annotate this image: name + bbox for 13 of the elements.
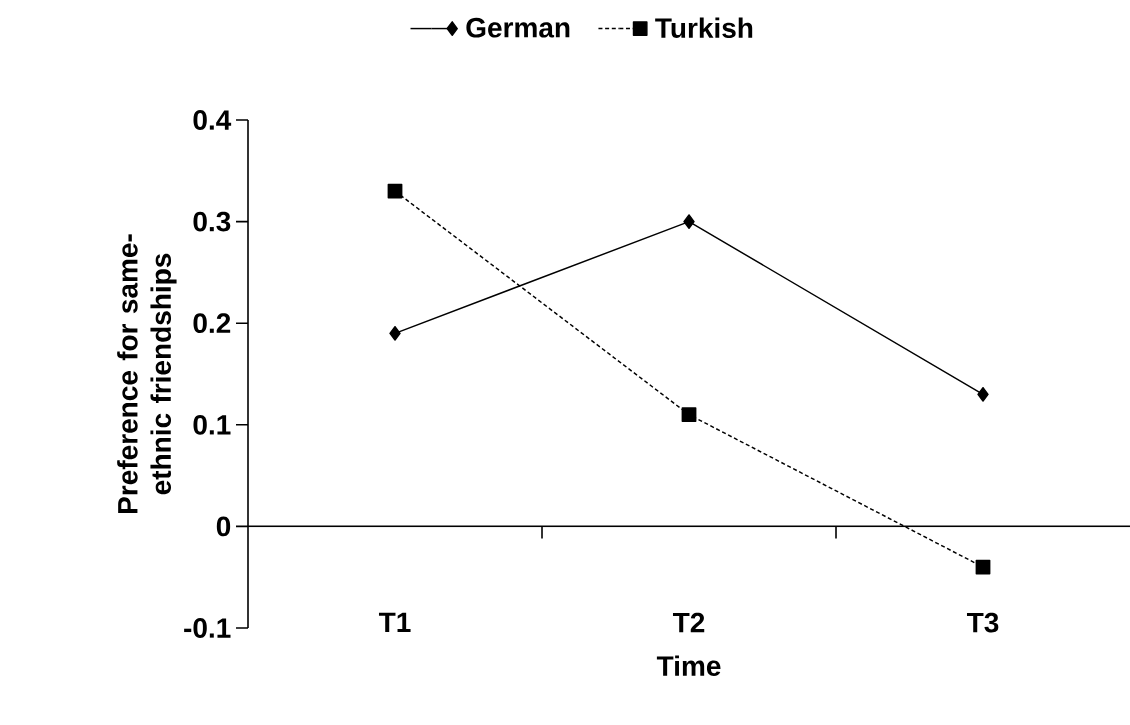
y-tick-label: -0.1 [184, 618, 231, 638]
x-tick-label: T3 [966, 612, 999, 633]
x-tick-label: T1 [378, 612, 411, 632]
x-tick-label: T2 [672, 612, 705, 633]
y-tick-label: 0.1 [193, 414, 231, 435]
legend-label: Turkish [655, 17, 753, 38]
y-tick-label: 0 [216, 516, 231, 537]
x-axis-title: Time [656, 655, 721, 676]
y-tick-label: 0.4 [193, 110, 232, 130]
y-axis-title: Preference for same-ethnic friendships [117, 234, 177, 513]
legend-label: German [466, 17, 570, 38]
y-tick-label: 0.2 [193, 313, 231, 334]
y-tick-label: 0.3 [193, 211, 231, 232]
